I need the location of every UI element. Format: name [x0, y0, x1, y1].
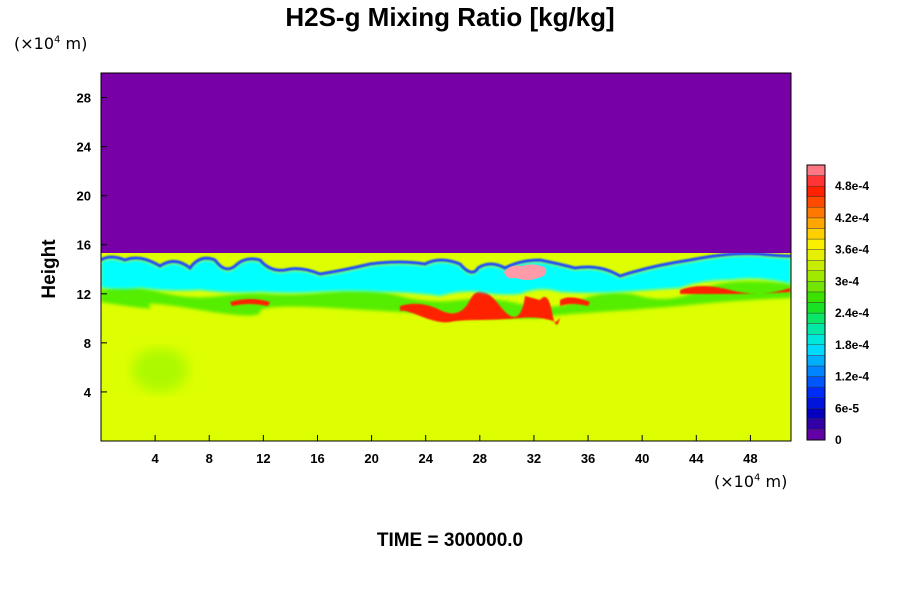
colorbar-segment — [806, 228, 826, 240]
x-tick-label: 12 — [256, 451, 270, 466]
colorbar-frame — [806, 164, 826, 441]
colorbar-segment — [806, 185, 826, 197]
x-tick-label: 48 — [743, 451, 757, 466]
colorbar-segment — [806, 365, 826, 377]
colorbar-segment — [806, 386, 826, 398]
colorbar-tick-label: 3e-4 — [835, 274, 859, 288]
y-tick-label: 24 — [77, 140, 92, 155]
x-tick-label: 36 — [581, 451, 595, 466]
x-tick-label: 24 — [418, 451, 433, 466]
y-tick-label: 16 — [77, 238, 91, 253]
colorbar-segment — [806, 355, 826, 367]
colorbar-tick-label: 2.4e-4 — [835, 306, 869, 320]
colorbar-segment — [806, 344, 826, 356]
x-tick-label: 4 — [152, 451, 160, 466]
red-filaments — [230, 286, 790, 325]
green-band — [101, 281, 791, 319]
colorbar-segment — [806, 418, 826, 430]
colorbar-tick-label: 6e-5 — [835, 401, 859, 415]
colorbar-segment — [806, 238, 826, 250]
colorbar-tick-label: 1.2e-4 — [835, 370, 869, 384]
cyan-interface — [101, 255, 791, 296]
colorbar-tick-label: 4.2e-4 — [835, 211, 869, 225]
lower-green-patch — [132, 348, 188, 392]
y-tick-label: 12 — [77, 287, 91, 302]
x-tick-label: 28 — [473, 451, 487, 466]
colorbar-tick-label: 1.8e-4 — [835, 338, 869, 352]
x-axis: 4 8 12 16 20 24 28 32 36 40 44 48 — [152, 435, 758, 466]
time-label: TIME = 300000.0 — [376, 530, 524, 551]
colorbar-segment — [806, 164, 826, 176]
colorbar-tick-label: 3.6e-4 — [835, 243, 869, 257]
colorbar-segment — [806, 281, 826, 293]
plot-frame — [100, 72, 792, 442]
colorbar-segment — [806, 175, 826, 187]
colorbar-segment — [806, 207, 826, 219]
colorbar-segment — [806, 249, 826, 261]
colorbar-segment — [806, 429, 826, 441]
heatmap-field — [101, 73, 791, 441]
x-tick-label: 40 — [635, 451, 649, 466]
colorbar-segment — [806, 259, 826, 271]
colorbar-segment — [806, 323, 826, 335]
colorbar-segment — [806, 397, 826, 409]
colorbar-segment — [806, 217, 826, 229]
colorbar-segment — [806, 408, 826, 420]
colorbar-tick-label: 0 — [835, 433, 842, 447]
x-tick-label: 16 — [310, 451, 324, 466]
colorbar-segment — [806, 334, 826, 346]
upper-region — [101, 73, 791, 253]
colorbar: 0 6e-5 1.2e-4 1.8e-4 2.4e-4 3e-4 3.6e-4 4.2e-4 4… — [806, 164, 869, 447]
y-tick-label: 28 — [77, 91, 91, 106]
y-axis: 4 8 12 16 20 24 28 — [77, 91, 107, 400]
colorbar-segment — [806, 291, 826, 303]
blue-interface-edge — [101, 252, 791, 278]
x-axis-unit: (×104 m) — [714, 472, 788, 491]
y-tick-label: 8 — [84, 336, 91, 351]
colorbar-segment — [806, 312, 826, 324]
colorbar-segment — [806, 270, 826, 282]
x-tick-label: 8 — [206, 451, 213, 466]
y-tick-label: 20 — [77, 189, 91, 204]
x-tick-label: 32 — [527, 451, 541, 466]
y-axis-unit: (×104 m) — [14, 34, 88, 53]
colorbar-segment — [806, 376, 826, 388]
colorbar-segment — [806, 302, 826, 314]
y-tick-label: 4 — [84, 385, 92, 400]
x-tick-label: 44 — [689, 451, 704, 466]
colorbar-tick-label: 4.8e-4 — [835, 179, 869, 193]
x-tick-label: 20 — [364, 451, 378, 466]
max-value-blob — [504, 264, 547, 280]
chart-title: H2S-g Mixing Ratio [kg/kg] — [285, 2, 615, 32]
colorbar-segment — [806, 196, 826, 208]
